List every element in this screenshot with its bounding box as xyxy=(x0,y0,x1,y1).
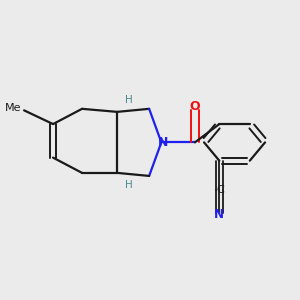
Text: O: O xyxy=(190,100,200,113)
Text: H: H xyxy=(125,180,133,190)
Text: N: N xyxy=(214,208,224,221)
Text: H: H xyxy=(125,95,133,105)
Text: C: C xyxy=(216,185,224,195)
Text: N: N xyxy=(158,136,168,149)
Text: Me: Me xyxy=(4,103,21,113)
